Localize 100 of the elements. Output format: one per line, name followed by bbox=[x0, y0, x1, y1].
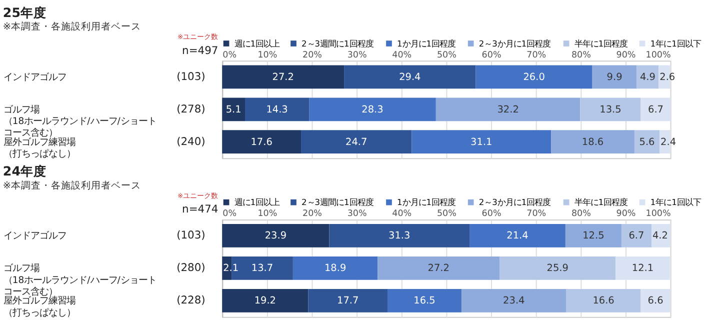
x-tick-label: 100% bbox=[646, 50, 671, 60]
text: 24年度 bbox=[2, 164, 47, 179]
bar bbox=[651, 224, 670, 248]
x-tick-label: 60% bbox=[482, 50, 502, 60]
legend-label: 1か月に1回程度 bbox=[397, 38, 456, 48]
data-label: 32.2 bbox=[497, 104, 519, 116]
bar bbox=[244, 98, 310, 122]
bar bbox=[636, 65, 659, 89]
text: (278) bbox=[176, 102, 206, 116]
data-label: 27.2 bbox=[428, 263, 450, 274]
legend-label: 2～3か月に1回程度 bbox=[478, 197, 551, 208]
x-tick-label: 70% bbox=[526, 50, 546, 60]
x-tick-label: 0% bbox=[222, 209, 237, 220]
bar bbox=[500, 256, 616, 280]
bar bbox=[412, 130, 552, 154]
legend-label: 2～3週間に1回程度 bbox=[302, 38, 374, 48]
data-label: 4.9 bbox=[640, 72, 656, 83]
x-tick-label: 30% bbox=[347, 50, 367, 60]
data-label: 6.7 bbox=[648, 104, 664, 116]
bar bbox=[640, 98, 671, 122]
bar bbox=[301, 130, 412, 154]
text: (280) bbox=[176, 261, 206, 274]
bar bbox=[388, 288, 462, 312]
x-tick-label: 0% bbox=[222, 50, 237, 60]
bar bbox=[461, 288, 566, 312]
text: ※本調査・各施設利用者ベース bbox=[2, 20, 142, 32]
data-label: 2.6 bbox=[660, 72, 676, 83]
data-label: 18.9 bbox=[324, 263, 346, 274]
bar bbox=[565, 224, 622, 248]
data-label: 14.3 bbox=[266, 104, 288, 116]
data-label: 9.9 bbox=[606, 72, 622, 83]
bar bbox=[329, 224, 470, 248]
x-tick-label: 60% bbox=[482, 209, 502, 220]
text: (240) bbox=[176, 134, 206, 148]
legend-label: 週に1回以上 bbox=[234, 197, 280, 208]
bar bbox=[580, 98, 641, 122]
bar bbox=[308, 288, 388, 312]
bar bbox=[436, 98, 580, 122]
x-tick-label: 50% bbox=[436, 209, 456, 220]
data-label: 13.5 bbox=[600, 104, 622, 116]
text: ※本調査・各施設利用者ベース bbox=[2, 179, 142, 192]
data-label: 16.5 bbox=[414, 296, 436, 307]
bar bbox=[616, 256, 670, 280]
x-tick-label: 40% bbox=[392, 209, 412, 220]
data-label: 21.4 bbox=[506, 230, 528, 242]
legend-label: 2～3か月に1回程度 bbox=[478, 38, 551, 48]
data-label: 16.6 bbox=[592, 296, 614, 307]
data-label: 19.2 bbox=[254, 296, 276, 307]
text: (103) bbox=[176, 70, 206, 83]
y-tick-label: インドアゴルフ bbox=[3, 230, 66, 242]
data-label: 18.6 bbox=[582, 136, 604, 148]
data-label: 5.1 bbox=[226, 104, 242, 116]
data-label: 5.6 bbox=[639, 136, 655, 148]
data-label: 17.6 bbox=[250, 136, 272, 148]
data-label: 12.1 bbox=[632, 263, 654, 274]
x-tick-label: 10% bbox=[258, 209, 278, 220]
data-label: 29.4 bbox=[399, 72, 421, 83]
y-tick-label: 屋外ゴルフ練習場（打ちっぱなし） bbox=[3, 296, 76, 318]
data-label: 12.5 bbox=[582, 230, 604, 242]
bar bbox=[470, 224, 566, 248]
bar bbox=[344, 65, 476, 89]
legend-label: 半年に1回程度 bbox=[574, 38, 628, 48]
legend-label: 2～3週間に1回程度 bbox=[302, 197, 374, 208]
bar bbox=[592, 65, 637, 89]
bar bbox=[566, 288, 641, 312]
data-label: 23.4 bbox=[503, 296, 525, 307]
bar bbox=[222, 65, 344, 89]
bar bbox=[222, 288, 308, 312]
data-label: 23.9 bbox=[264, 230, 287, 242]
x-tick-label: 90% bbox=[616, 50, 636, 60]
text: n=474 bbox=[182, 202, 218, 216]
data-label: 26.0 bbox=[523, 72, 545, 83]
x-tick-label: 30% bbox=[347, 209, 367, 220]
bar bbox=[292, 256, 378, 280]
bar bbox=[640, 288, 670, 312]
text: (103) bbox=[176, 228, 206, 242]
x-tick-label: 20% bbox=[302, 50, 322, 60]
data-label: 27.2 bbox=[272, 72, 294, 83]
bar bbox=[222, 130, 302, 154]
bar bbox=[551, 130, 634, 154]
data-label: 6.7 bbox=[628, 230, 644, 242]
data-label: 24.7 bbox=[346, 136, 368, 148]
legend-label: 半年に1回程度 bbox=[574, 197, 628, 208]
x-tick-label: 80% bbox=[571, 209, 591, 220]
x-tick-label: 80% bbox=[571, 50, 591, 60]
text: (228) bbox=[176, 294, 206, 307]
data-label: 2.1 bbox=[223, 263, 239, 274]
x-tick-label: 100% bbox=[646, 209, 671, 220]
y-tick-label: 屋外ゴルフ練習場（打ちっぱなし） bbox=[3, 136, 76, 160]
data-label: 17.7 bbox=[337, 296, 359, 307]
data-label: 31.1 bbox=[470, 136, 492, 148]
bar bbox=[634, 130, 660, 154]
y-tick-label: インドアゴルフ bbox=[3, 72, 66, 83]
x-tick-label: 50% bbox=[436, 50, 456, 60]
x-tick-label: 90% bbox=[616, 209, 636, 220]
legend-label: 1年に1回以下 bbox=[650, 38, 701, 48]
data-label: 6.6 bbox=[648, 296, 664, 307]
data-label: 28.3 bbox=[362, 104, 384, 116]
text: 25年度 bbox=[2, 4, 47, 20]
text: n=497 bbox=[182, 44, 218, 57]
